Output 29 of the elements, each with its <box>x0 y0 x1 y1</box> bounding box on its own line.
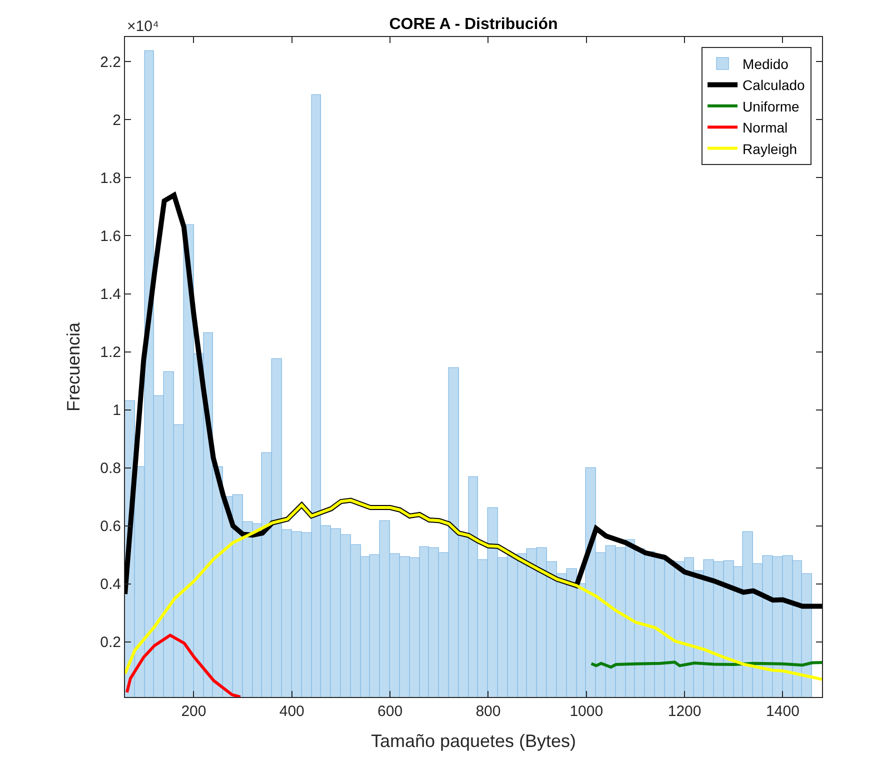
line-series <box>125 634 242 697</box>
x-tick-label: 800 <box>476 703 501 720</box>
x-tick-label: 1400 <box>766 703 800 720</box>
y-tick-label: 1.4 <box>100 286 121 303</box>
y-tick-label: 0.2 <box>100 634 121 652</box>
x-tick-label: 200 <box>181 703 206 720</box>
y-tick-label: 2 <box>112 112 121 129</box>
line-series <box>125 498 822 681</box>
y-tick-label: 1.2 <box>100 344 121 362</box>
legend-label: Uniforme <box>742 98 800 114</box>
legend-label: Normal <box>742 120 788 136</box>
y-tick-label: 0.6 <box>100 518 121 536</box>
legend-label: Calculado <box>742 77 806 94</box>
y-tick-label: 2.2 <box>100 54 121 71</box>
legend-label: Rayleigh <box>742 140 798 157</box>
text: ×10⁴ <box>127 18 159 35</box>
y-tick-label: 1.6 <box>100 228 121 245</box>
y-tick-label: 0.4 <box>100 576 121 594</box>
y-tick-label: 1.8 <box>100 170 121 187</box>
chart-title: CORE A - Distribución <box>389 16 558 33</box>
legend-label: Medido <box>742 56 789 72</box>
x-tick-label: 400 <box>279 703 304 720</box>
y-axis-title: Frecuencia <box>63 321 84 412</box>
x-tick-label: 1000 <box>570 703 604 720</box>
y-tick-label: 1 <box>112 402 121 420</box>
x-axis-title: Tamaño paquetes (Bytes) <box>370 731 576 752</box>
y-tick-label: 0.8 <box>100 460 121 478</box>
x-tick-label: 600 <box>378 703 403 720</box>
x-tick-label: 1200 <box>668 703 702 720</box>
